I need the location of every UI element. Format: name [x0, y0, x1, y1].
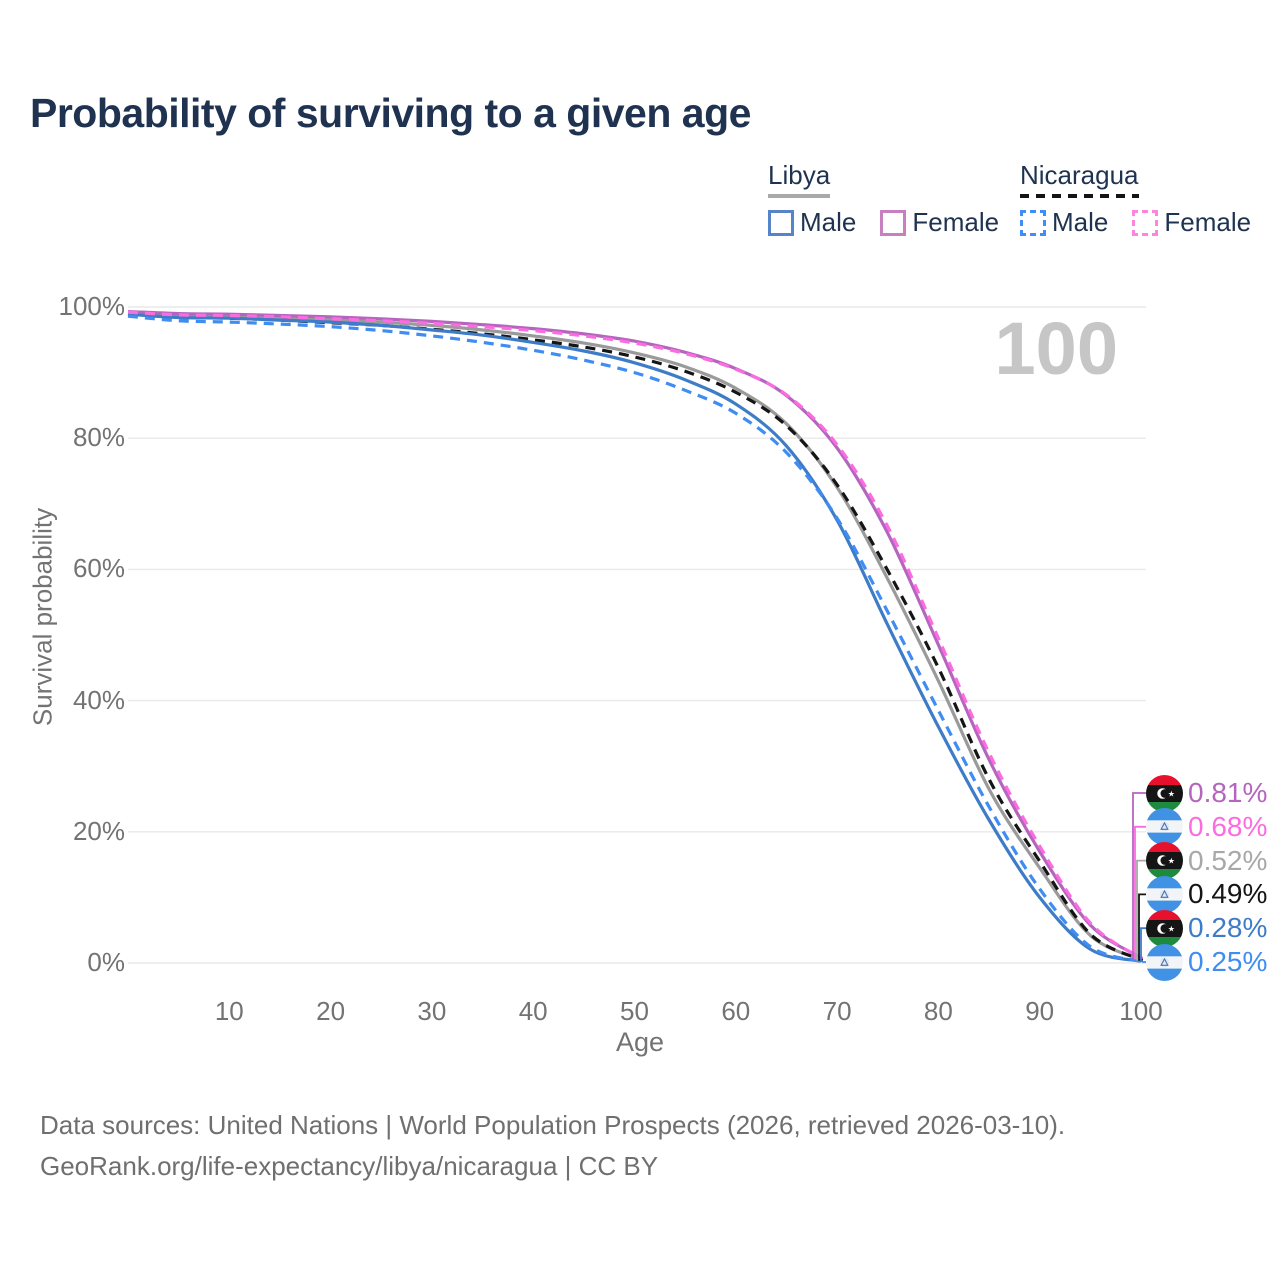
end-value-label: 0.68% [1188, 810, 1268, 842]
legend-item-label: Female [912, 207, 1000, 237]
end-label-row-nicaragua: 0.49% [1146, 875, 1268, 913]
legend-item-label: Male [1052, 207, 1109, 237]
series-curve-libya [127, 311, 1142, 962]
y-tick-label-0: 0% [87, 947, 125, 977]
legend-item-label: Female [1164, 207, 1252, 237]
legend-item-libya-female[interactable]: Female [880, 207, 999, 238]
x-axis-title: Age [615, 1027, 665, 1057]
nicaragua-flag-icon [1146, 943, 1183, 981]
end-value-label: 0.28% [1188, 912, 1268, 944]
libya-flag-icon: ★ [1146, 774, 1183, 812]
x-tick-label-50: 50 [620, 996, 649, 1026]
svg-text:★: ★ [1168, 789, 1175, 798]
end-value-label: 0.49% [1188, 878, 1268, 910]
legend-item-libya-male[interactable]: Male [768, 207, 856, 238]
end-label-connector [1142, 961, 1146, 963]
x-tick-label-20: 20 [316, 996, 346, 1026]
legend-country-linestyle-dashed [1020, 194, 1139, 198]
y-tick-label-100: 100% [58, 291, 126, 321]
series-curve-nicaragua-male [127, 314, 1142, 963]
series-curve-nicaragua [127, 312, 1142, 962]
libya-flag-icon: ★ [1146, 909, 1183, 947]
legend-checkbox-icon[interactable] [880, 209, 907, 236]
end-value-label: 0.81% [1188, 777, 1268, 808]
legend-checkbox-icon[interactable] [768, 209, 794, 236]
nicaragua-flag-icon [1146, 875, 1183, 913]
legend-group-nicaragua: Nicaragua Male Female [1020, 160, 1251, 238]
end-label-connector [1140, 927, 1146, 963]
libya-flag-icon: ★ [1146, 842, 1183, 880]
legend-checkbox-icon[interactable] [1020, 209, 1046, 236]
series-curve-nicaragua-female [127, 310, 1142, 960]
end-label-row-libya-female: ★ 0.81% [1146, 774, 1268, 812]
footer-attribution: GeoRank.org/life-expectancy/libya/nicara… [40, 1151, 659, 1181]
legend-item-nicaragua-female[interactable]: Female [1132, 207, 1251, 238]
x-tick-label-100: 100 [1119, 996, 1163, 1026]
page-title: Probability of surviving to a given age [30, 90, 751, 136]
age-watermark: 100 [995, 307, 1118, 390]
y-axis-title: Survival probability [27, 507, 58, 727]
x-tick-label-90: 90 [1025, 996, 1055, 1026]
x-tick-label-30: 30 [417, 996, 447, 1026]
x-tick-label-60: 60 [721, 996, 751, 1026]
footer-data-sources: Data sources: United Nations | World Pop… [40, 1110, 1066, 1140]
legend-country-label: Nicaragua [1020, 160, 1139, 190]
svg-text:★: ★ [1168, 857, 1175, 866]
legend-item-label: Male [800, 207, 857, 237]
x-tick-label-40: 40 [518, 996, 548, 1026]
nicaragua-flag-icon [1146, 808, 1183, 846]
legend-country-label: Libya [768, 160, 831, 190]
y-tick-label-80: 80% [72, 422, 125, 453]
legend-group-libya: Libya Male Female [768, 160, 999, 238]
end-value-label: 0.52% [1188, 844, 1268, 876]
x-tick-label-80: 80 [923, 996, 953, 1026]
end-label-connector [1138, 893, 1146, 961]
end-label-row-nicaragua-female: 0.68% [1146, 808, 1268, 846]
svg-text:★: ★ [1168, 924, 1175, 933]
series-curve-libya-female [127, 310, 1142, 960]
footer: Data sources: United Nations | World Pop… [40, 1105, 1065, 1187]
end-value-label: 0.25% [1188, 946, 1268, 977]
y-tick-label-60: 60% [72, 553, 125, 584]
series-curve-libya-male [127, 312, 1142, 963]
x-tick-label-10: 10 [214, 996, 244, 1026]
y-tick-label-40: 40% [72, 684, 125, 715]
legend-checkbox-icon[interactable] [1132, 209, 1159, 236]
legend-item-nicaragua-male[interactable]: Male [1020, 207, 1108, 238]
x-tick-label-70: 70 [822, 996, 852, 1026]
end-label-row-libya-male: ★ 0.28% [1146, 909, 1268, 947]
legend-country-linestyle-solid [768, 194, 831, 198]
end-label-row-nicaragua-male: 0.25% [1146, 943, 1268, 981]
end-label-row-libya: ★ 0.52% [1146, 842, 1268, 880]
y-tick-label-20: 20% [72, 815, 125, 846]
